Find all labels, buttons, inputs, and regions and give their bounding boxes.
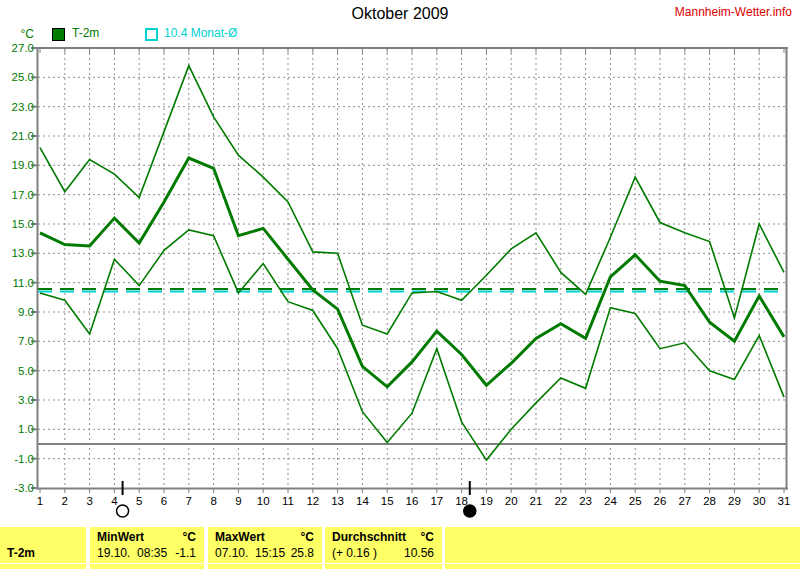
durchschnitt-header: Durchschnitt xyxy=(332,530,406,544)
table-cell-minwert: MinWert °C 19.10. 08:35 -1.1 xyxy=(90,527,204,563)
y-tick-label: 21.0 xyxy=(12,130,34,142)
durchschnitt-value: 10.56 xyxy=(404,546,434,560)
y-tick-label: 1.0 xyxy=(18,423,34,435)
sensor-label: T-2m xyxy=(7,546,35,560)
table-row2-maxwert xyxy=(208,564,322,569)
x-tick-label: 18 xyxy=(455,495,468,507)
y-tick-label: 27.0 xyxy=(12,42,34,54)
x-tick-label: 21 xyxy=(530,495,543,507)
y-tick-label: 11.0 xyxy=(12,277,34,289)
y-tick-label: 5.0 xyxy=(18,365,34,377)
x-tick-label: 22 xyxy=(554,495,567,507)
x-tick-label: 27 xyxy=(678,495,691,507)
x-tick-label: 4 xyxy=(111,495,118,507)
x-tick-label: 7 xyxy=(186,495,192,507)
x-tick-label: 5 xyxy=(136,495,142,507)
full-moon-icon xyxy=(117,505,129,517)
x-tick-label: 17 xyxy=(430,495,443,507)
x-tick-label: 10 xyxy=(257,495,270,507)
y-tick-label: 9.0 xyxy=(18,306,34,318)
durchschnitt-unit: °C xyxy=(421,530,434,544)
new-moon-icon xyxy=(464,505,476,517)
y-tick-label: 25.0 xyxy=(12,71,34,83)
y-tick-label: 13.0 xyxy=(12,247,34,259)
y-tick-label: -3.0 xyxy=(14,482,34,494)
x-tick-label: 31 xyxy=(778,495,791,507)
x-tick-label: 14 xyxy=(356,495,369,507)
y-tick-label: 19.0 xyxy=(12,159,34,171)
y-tick-label: 15.0 xyxy=(12,218,34,230)
table-row2-durchschnitt xyxy=(325,564,442,569)
x-tick-label: 23 xyxy=(579,495,592,507)
table-cell-maxwert: MaxWert °C 07.10. 15:15 25.8 xyxy=(208,527,322,563)
weather-chart-page: Oktober 2009 Mannheim-Wetter.info °C T-2… xyxy=(0,0,800,569)
durchschnitt-anomaly: (+ 0.16 ) xyxy=(332,546,377,560)
y-tick-label: -1.0 xyxy=(14,453,34,465)
x-tick-label: 9 xyxy=(235,495,241,507)
x-tick-label: 26 xyxy=(654,495,667,507)
table-row2-spacer xyxy=(445,564,800,569)
minwert-header: MinWert xyxy=(97,530,144,544)
y-tick-label: 7.0 xyxy=(18,335,34,347)
x-tick-label: 8 xyxy=(210,495,216,507)
x-tick-label: 16 xyxy=(406,495,419,507)
x-tick-label: 19 xyxy=(480,495,493,507)
x-tick-label: 15 xyxy=(381,495,394,507)
y-tick-label: 3.0 xyxy=(18,394,34,406)
x-tick-label: 11 xyxy=(282,495,294,507)
temperature-chart: 27.025.023.021.019.017.015.013.011.09.07… xyxy=(0,0,800,522)
minwert-value: -1.1 xyxy=(175,546,196,560)
table-row2-sensor: Max.Wert xyxy=(0,564,86,569)
x-tick-label: 25 xyxy=(629,495,642,507)
maxwert-datetime: 07.10. 15:15 xyxy=(215,546,285,560)
y-tick-label: 23.0 xyxy=(12,101,34,113)
x-tick-label: 24 xyxy=(604,495,617,507)
table-row2-minwert xyxy=(90,564,204,569)
x-tick-label: 1 xyxy=(37,495,43,507)
maxwert-header: MaxWert xyxy=(215,530,265,544)
x-tick-label: 12 xyxy=(306,495,319,507)
minwert-datetime: 19.10. 08:35 xyxy=(97,546,167,560)
x-tick-label: 30 xyxy=(753,495,766,507)
minwert-unit: °C xyxy=(183,530,196,544)
y-tick-label: 17.0 xyxy=(12,189,34,201)
x-tick-label: 29 xyxy=(728,495,741,507)
x-tick-label: 2 xyxy=(62,495,68,507)
table-cell-sensor: T-2m xyxy=(0,527,86,563)
x-tick-label: 6 xyxy=(161,495,167,507)
maxwert-value: 25.8 xyxy=(291,546,314,560)
x-tick-label: 13 xyxy=(331,495,344,507)
x-tick-label: 20 xyxy=(505,495,518,507)
x-tick-label: 3 xyxy=(86,495,92,507)
maxwert-unit: °C xyxy=(301,530,314,544)
series-line-mean xyxy=(40,158,784,387)
table-cell-spacer xyxy=(445,527,800,563)
x-tick-label: 28 xyxy=(703,495,716,507)
table-cell-durchschnitt: Durchschnitt °C (+ 0.16 ) 10.56 xyxy=(325,527,442,563)
